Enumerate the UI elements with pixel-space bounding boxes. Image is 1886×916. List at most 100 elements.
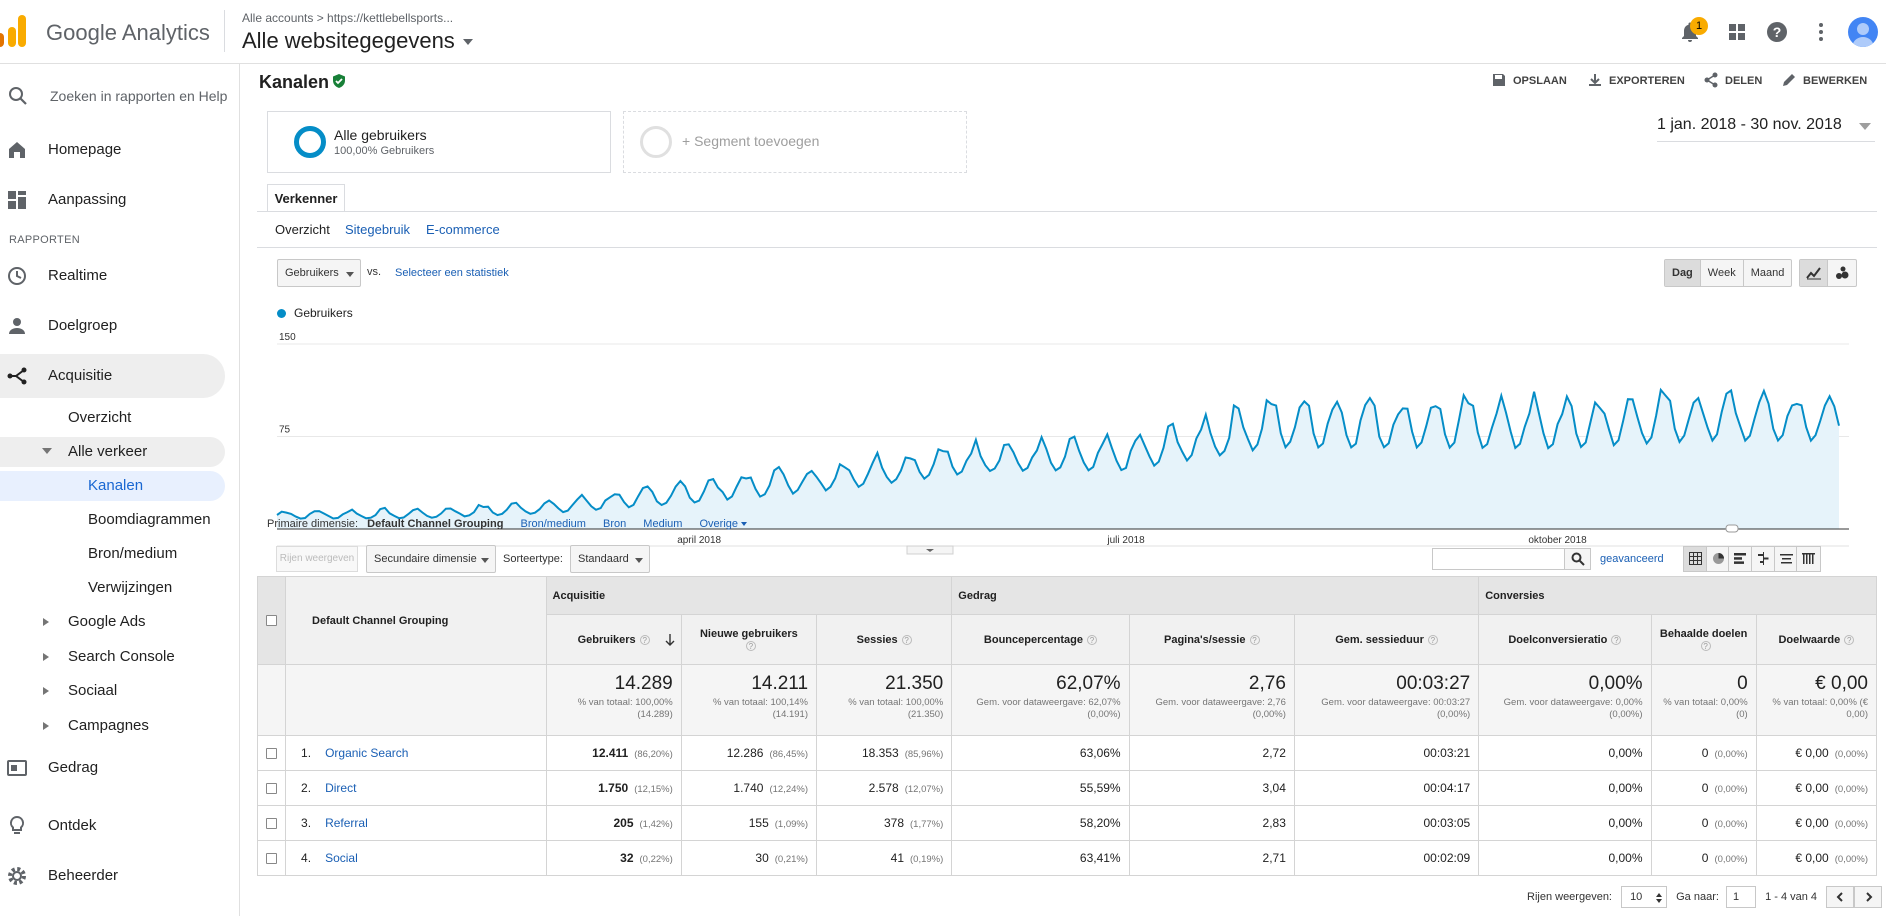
help-icon[interactable]: ? <box>1700 640 1711 651</box>
motion-chart-button[interactable] <box>1828 260 1856 286</box>
help-icon[interactable]: ? <box>1086 634 1097 645</box>
dimension-option-other[interactable]: Overige <box>699 518 748 530</box>
channel-link[interactable]: Organic Search <box>325 746 409 760</box>
sidebar-item-source-medium[interactable]: Bron/medium <box>0 539 225 569</box>
sidebar-item-behavior[interactable]: Gedrag <box>0 746 225 790</box>
sort-type-dropdown[interactable]: Standaard <box>570 545 650 573</box>
apps-grid-icon[interactable] <box>1725 20 1749 44</box>
row-checkbox[interactable] <box>266 853 278 865</box>
help-icon[interactable]: ? <box>1427 634 1438 645</box>
table-view-button[interactable] <box>1684 547 1707 571</box>
account-breadcrumb[interactable]: Alle accounts > https://kettlebellsports… <box>242 11 454 25</box>
line-chart-button[interactable] <box>1800 260 1828 286</box>
channel-link[interactable]: Referral <box>325 816 368 830</box>
comparison-view-button[interactable] <box>1752 547 1775 571</box>
rows-per-page-select[interactable]: 10 <box>1621 886 1668 908</box>
sidebar-item-home[interactable]: Homepage <box>0 128 225 172</box>
dimension-option-medium[interactable]: Medium <box>643 518 683 530</box>
page-range-label: 1 - 4 van 4 <box>1765 890 1818 903</box>
sidebar-item-campaigns[interactable]: Campagnes <box>0 711 225 741</box>
dimension-column-header[interactable]: Default Channel Grouping <box>285 576 547 665</box>
term-cloud-view-button[interactable] <box>1775 547 1798 571</box>
vs-label: vs. <box>367 266 382 278</box>
col-header-new-users[interactable]: Nieuwe gebruikers? <box>680 614 818 665</box>
col-header-goal-conversion-rate[interactable]: Doelconversieratio? <box>1478 614 1652 665</box>
col-header-pages-per-session[interactable]: Pagina's/sessie? <box>1128 614 1295 665</box>
sidebar-item-referrals[interactable]: Verwijzingen <box>0 573 225 603</box>
subtab-ecommerce[interactable]: E-commerce <box>426 222 500 237</box>
select-all-checkbox[interactable] <box>266 615 278 627</box>
metric-cell: 1.740 (12,24%) <box>680 770 818 806</box>
report-search[interactable]: Zoeken in rapporten en Help <box>0 78 240 114</box>
row-checkbox[interactable] <box>266 783 278 795</box>
chart-annotation-handle[interactable] <box>1725 524 1739 533</box>
sidebar-item-treemaps[interactable]: Boomdiagrammen <box>0 505 225 535</box>
channel-link[interactable]: Social <box>325 851 358 865</box>
metric-percent: (0,00%) <box>1714 784 1748 795</box>
bubble-chart-icon <box>1836 266 1849 279</box>
sidebar-item-search-console[interactable]: Search Console <box>0 642 225 672</box>
property-selector[interactable]: Alle websitegegevens <box>242 28 473 54</box>
goto-page-input[interactable]: 1 <box>1726 886 1756 908</box>
advanced-filter-link[interactable]: geavanceerd <box>1600 553 1664 565</box>
month-button[interactable]: Maand <box>1750 267 1785 279</box>
col-header-goal-completions[interactable]: Behaalde doelen? <box>1650 614 1757 665</box>
show-rows-button[interactable]: Rijen weergeven <box>276 546 358 572</box>
help-icon[interactable]: ? <box>901 634 912 645</box>
metric-value: 58,20% <box>1079 816 1121 830</box>
col-header-users[interactable]: Gebruikers? <box>545 614 682 665</box>
dimension-option-source[interactable]: Bron <box>602 518 627 530</box>
pivot-view-button[interactable] <box>1797 547 1820 571</box>
sidebar-item-discover[interactable]: Ontdek <box>0 804 225 848</box>
metric-percent: (0,00%) <box>1834 819 1868 830</box>
help-icon[interactable]: ? <box>1765 20 1789 44</box>
next-page-button[interactable] <box>1854 886 1883 908</box>
table-search-button[interactable] <box>1564 548 1591 570</box>
metric-dropdown[interactable]: Gebruikers <box>277 259 361 287</box>
more-vert-icon[interactable] <box>1809 20 1833 44</box>
dimension-option-source-medium[interactable]: Bron/medium <box>520 518 586 530</box>
help-icon[interactable]: ? <box>639 634 650 645</box>
segment-name: Alle gebruikers <box>334 127 427 143</box>
help-icon[interactable]: ? <box>1611 634 1622 645</box>
subtab-overview[interactable]: Overzicht <box>275 222 330 237</box>
secondary-dimension-dropdown[interactable]: Secundaire dimensie <box>366 545 496 573</box>
analytics-logo-icon[interactable] <box>0 15 26 47</box>
col-header-goal-value[interactable]: Doelwaarde? <box>1755 614 1878 665</box>
search-input[interactable]: Zoeken in rapporten en Help <box>50 88 228 104</box>
subtab-site-usage[interactable]: Sitegebruik <box>345 222 411 237</box>
help-icon[interactable]: ? <box>1844 634 1855 645</box>
sidebar-item-channels[interactable]: Kanalen <box>0 471 225 501</box>
help-icon[interactable]: ? <box>1249 634 1260 645</box>
col-header-bounce-rate[interactable]: Bouncepercentage? <box>951 614 1130 665</box>
day-button[interactable]: Dag <box>1665 260 1701 286</box>
sidebar-item-all-traffic[interactable]: Alle verkeer <box>0 437 225 467</box>
col-header-avg-session-duration[interactable]: Gem. sessieduur? <box>1293 614 1480 665</box>
channel-link[interactable]: Direct <box>325 781 357 795</box>
sidebar-item-social[interactable]: Sociaal <box>0 676 225 706</box>
add-segment-button[interactable]: + Segment toevoegen <box>623 111 967 173</box>
sidebar-item-acquisition[interactable]: Acquisitie <box>0 354 225 398</box>
help-icon[interactable]: ? <box>745 640 756 651</box>
table-search-input[interactable] <box>1432 548 1566 570</box>
row-checkbox[interactable] <box>266 748 278 760</box>
sidebar-item-customization[interactable]: Aanpassing <box>0 178 225 222</box>
segment-all-users[interactable]: Alle gebruikers 100,00% Gebruikers <box>267 111 611 173</box>
week-button[interactable]: Week <box>1701 260 1744 286</box>
sidebar-item-admin[interactable]: Beheerder <box>0 854 225 898</box>
date-range-picker[interactable]: 1 jan. 2018 - 30 nov. 2018 <box>1657 116 1875 142</box>
select-metric-link[interactable]: Selecteer een statistiek <box>395 267 509 279</box>
pie-view-button[interactable] <box>1707 547 1730 571</box>
sidebar-item-realtime[interactable]: Realtime <box>0 254 225 298</box>
tab-explorer[interactable]: Verkenner <box>267 184 345 212</box>
row-checkbox[interactable] <box>266 818 278 830</box>
sidebar-item-overview[interactable]: Overzicht <box>0 403 225 433</box>
col-header-sessions[interactable]: Sessies? <box>816 614 953 665</box>
prev-page-button[interactable] <box>1826 886 1855 908</box>
avatar[interactable] <box>1848 17 1878 47</box>
performance-view-button[interactable] <box>1729 547 1753 571</box>
sidebar-item-audience[interactable]: Doelgroep <box>0 304 225 348</box>
sidebar-item-google-ads[interactable]: Google Ads <box>0 607 225 637</box>
users-line-chart[interactable]: 150 75 april 2018 juli 2018 oktober 2018 <box>257 322 1877 562</box>
metric-cell: 2,72 <box>1128 735 1295 771</box>
